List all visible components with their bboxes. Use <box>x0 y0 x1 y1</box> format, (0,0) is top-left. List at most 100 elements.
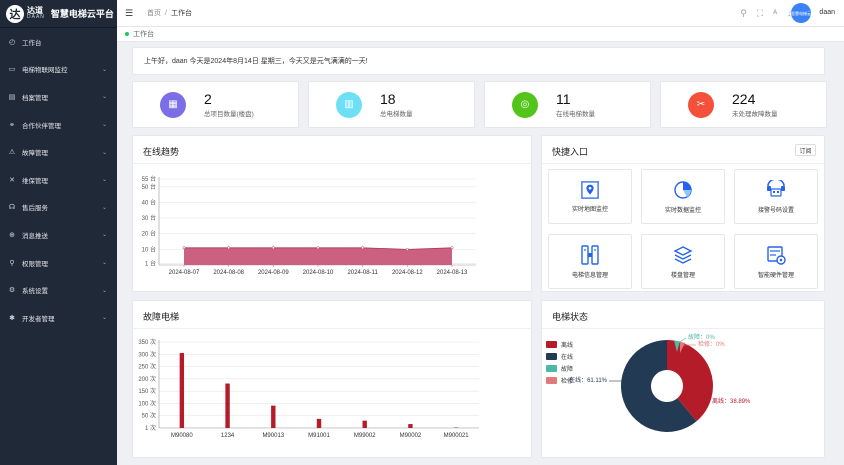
greeting-card: 上午好，daan 今天是2024年8月14日 星期三，今天又是元气满满的一天! <box>132 47 825 75</box>
tag-workbench[interactable]: 工作台 <box>133 31 154 38</box>
legend-label: 在线 <box>561 353 573 361</box>
x-tick-label: M91001 <box>308 433 330 439</box>
legend-swatch <box>546 353 557 360</box>
fault-bar <box>408 424 413 428</box>
fullscreen-icon[interactable]: ⛶ <box>756 8 764 18</box>
trend-point <box>316 246 320 250</box>
x-tick-label: M90002 <box>400 433 422 439</box>
x-tick-label: 2024-08-11 <box>348 270 379 276</box>
avatar[interactable]: 智慧电梯云 <box>791 3 811 23</box>
legend-swatch <box>546 365 557 372</box>
x-tick-label: 2024-08-13 <box>437 270 468 276</box>
sidebar-item-6[interactable]: ☊ 售后服务 ⌄ <box>0 194 117 222</box>
fault-bar <box>316 418 322 428</box>
partner-icon: ⚭ <box>9 121 15 129</box>
fault-bar <box>179 353 185 428</box>
search-icon[interactable]: ⚲ <box>740 8 747 18</box>
x-tick-label: M99002 <box>354 433 376 439</box>
chevron-down-icon: ⌄ <box>101 260 107 267</box>
tile-building-manage[interactable]: 楼盘管理 <box>641 234 725 289</box>
chevron-down-icon: ⌄ <box>101 177 107 184</box>
tile-map-monitor[interactable]: 实时地图监控 <box>548 169 632 224</box>
hardware-icon <box>767 245 786 265</box>
greeting-text: 上午好，daan 今天是2024年8月14日 星期三，今天又是元气满满的一天! <box>144 58 368 65</box>
breadcrumb-home[interactable]: 首页 <box>147 10 161 17</box>
x-tick-label: 2024-08-08 <box>213 270 244 276</box>
panel-divider <box>133 328 531 329</box>
service-icon: ☊ <box>8 204 16 212</box>
sidebar-item-9[interactable]: ⚙ 系统设置 ⌄ <box>0 276 117 304</box>
slice-label: 检修：0% <box>698 340 725 348</box>
legend-label: 检修 <box>561 377 573 385</box>
tile-label: 接警号码设置 <box>757 207 794 214</box>
chevron-down-icon: ⌄ <box>101 94 107 101</box>
panel-divider <box>542 163 824 164</box>
tile-hardware-manage[interactable]: 智能硬件管理 <box>734 234 818 289</box>
sidebar-item-7[interactable]: ⊕ 消息推送 ⌄ <box>0 221 117 249</box>
status-slice <box>621 340 697 432</box>
fault-bar <box>225 383 230 428</box>
trend-area <box>184 247 452 265</box>
y-tick-label: 350 次 <box>138 338 156 346</box>
elevator-icon: ▥ <box>336 91 362 118</box>
subscribe-button[interactable]: 订阅 <box>795 144 816 156</box>
online-trend-title: 在线趋势 <box>143 147 180 157</box>
pie-chart-icon <box>674 180 692 199</box>
trend-point <box>182 246 186 250</box>
sidebar-item-5[interactable]: ✕ 维保管理 ⌄ <box>0 166 117 194</box>
topbar-icons: ⚲ ⛶ ᴬ ♫ <box>740 8 794 19</box>
trend-point <box>227 246 231 250</box>
stat-text: 224 未处理故障数量 <box>732 91 778 118</box>
y-tick-label: 200 次 <box>138 375 156 383</box>
sidebar: 达 达道 DAAN 智慧电梯云平台 ◴ 工作台 ▭ 电梯物联网监控 ⌄ ▤ 档案管理 ⌄ ⚭ 合作… <box>0 0 117 465</box>
bell-icon[interactable]: ♫ <box>787 8 794 19</box>
fault-elevator-panel: 故障电梯 1 次 50 次 100 次 150 次 200 次 250 次 300 次 350… <box>132 300 532 458</box>
stat-card-3: ✂ 224 未处理故障数量 <box>660 81 827 128</box>
sidebar-item-0[interactable]: ◴ 工作台 <box>0 28 117 56</box>
online-trend-panel: 在线趋势 1 台 10 台 20 台 30 台 40 台 50 台 55 台 2024-08-… <box>132 135 532 292</box>
sidebar-item-label: 合作伙伴管理 <box>22 122 61 130</box>
fault-bar <box>362 420 367 428</box>
y-tick-label: 10 台 <box>142 245 156 253</box>
sidebar-item-8[interactable]: ⚲ 权限管理 ⌄ <box>0 249 117 277</box>
x-tick-label: 2024-08-12 <box>392 270 423 276</box>
x-tick-label: 2024-08-10 <box>303 270 334 276</box>
sidebar-item-label: 工作台 <box>22 39 42 47</box>
maintenance-icon: ✕ <box>9 176 15 184</box>
fault-icon: ⚠ <box>8 149 16 157</box>
stat-text: 18 总电梯数量 <box>380 91 413 118</box>
message-icon: ⊕ <box>9 231 15 239</box>
sidebar-item-2[interactable]: ▤ 档案管理 ⌄ <box>0 83 117 111</box>
online-trend-chart: 1 台 10 台 20 台 30 台 40 台 50 台55 台 2024-08-07 202… <box>142 175 476 276</box>
slice-label: 在线：61.11% <box>569 376 608 384</box>
logo: 达 达道 DAAN 智慧电梯云平台 <box>0 0 117 28</box>
username[interactable]: daan <box>819 9 835 16</box>
sidebar-item-4[interactable]: ⚠ 故障管理 ⌄ <box>0 138 117 166</box>
y-tick-label: 1 台 <box>145 259 156 267</box>
font-size-icon[interactable]: ᴬ <box>773 8 778 18</box>
label-leader <box>699 397 711 402</box>
elevator-info-icon <box>581 244 599 265</box>
sidebar-item-label: 电梯物联网监控 <box>22 67 68 75</box>
tile-alarm-phone[interactable]: 接警号码设置 <box>734 169 818 224</box>
stat-card-2: ◎ 11 在线电梯数量 <box>484 81 651 128</box>
sidebar-item-1[interactable]: ▭ 电梯物联网监控 ⌄ <box>0 56 117 84</box>
panel-divider <box>542 328 824 329</box>
platform-title: 智慧电梯云平台 <box>50 9 114 19</box>
permission-icon: ⚲ <box>9 259 15 267</box>
logo-mark: 达 <box>6 4 24 23</box>
chevron-down-icon: ⌄ <box>101 287 107 294</box>
tile-label: 实时地图监控 <box>571 206 608 213</box>
x-tick-label: M900021 <box>444 433 470 439</box>
elevator-status-panel: 电梯状态 离线 在线 故障 检修 离线：38.89% 在线：61.11% 故障：0% 检修：0… <box>541 300 825 458</box>
dashboard-icon: ◴ <box>8 38 16 46</box>
slice-label: 离线：38.89% <box>712 397 751 405</box>
tile-elevator-info[interactable]: 电梯信息管理 <box>548 234 632 289</box>
hamburger-icon[interactable]: ☰ <box>125 7 134 18</box>
tag-bar: 工作台 <box>117 27 844 42</box>
sidebar-item-3[interactable]: ⚭ 合作伙伴管理 ⌄ <box>0 111 117 139</box>
sidebar-item-10[interactable]: ✱ 开发者管理 ⌄ <box>0 304 117 332</box>
tile-data-monitor[interactable]: 实时数据监控 <box>641 169 725 224</box>
stat-label: 总电梯数量 <box>380 111 413 118</box>
sidebar-item-label: 系统设置 <box>22 288 48 296</box>
